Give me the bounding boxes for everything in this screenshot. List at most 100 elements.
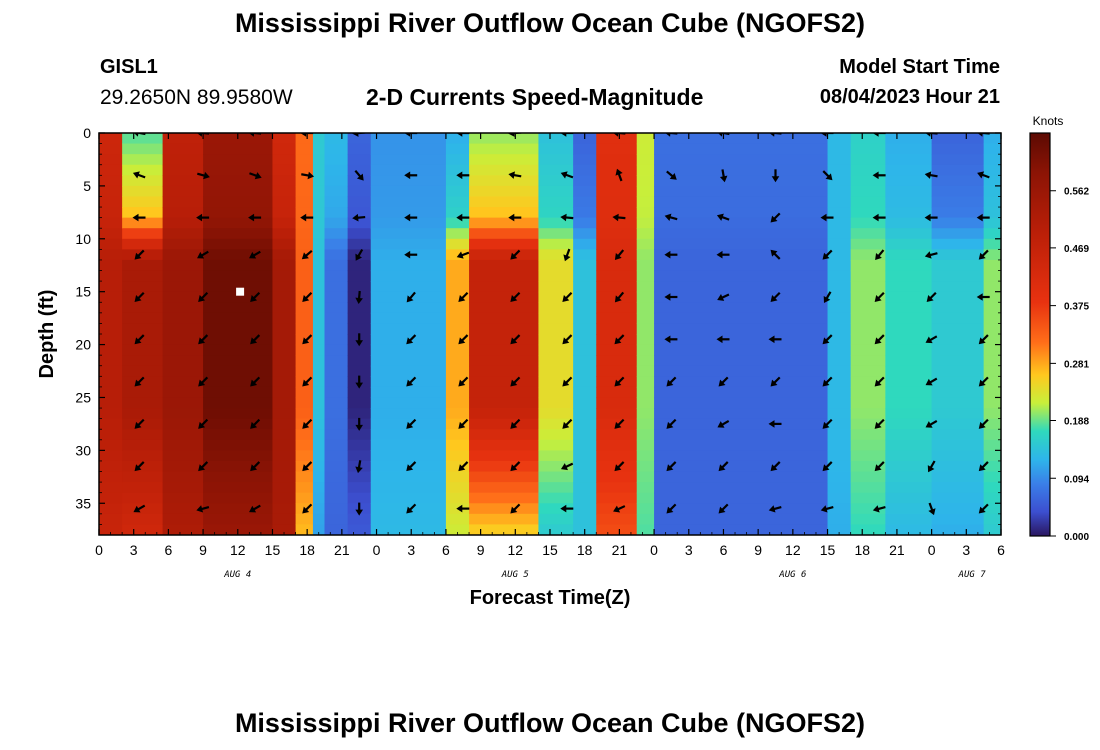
heatmap-cell	[827, 355, 852, 367]
heatmap-cell	[573, 143, 597, 155]
heatmap-cell	[324, 133, 349, 145]
heatmap-cell	[347, 429, 372, 441]
heatmap-cell	[538, 312, 574, 325]
current-vector-arrow	[352, 213, 366, 222]
heatmap-cell	[295, 450, 314, 462]
current-vector-arrow	[249, 172, 262, 180]
heatmap-cell	[370, 175, 447, 187]
heatmap-cell	[347, 386, 372, 399]
heatmap-cell	[850, 513, 886, 526]
heatmap-cell	[931, 418, 985, 430]
heatmap-cell	[827, 492, 852, 504]
heatmap-cell	[850, 259, 886, 272]
heatmap-cell	[596, 302, 638, 314]
heatmap-cell	[983, 281, 1001, 293]
heatmap-cell	[983, 386, 1001, 399]
heatmap-cell	[445, 429, 470, 441]
heatmap-cell	[370, 217, 447, 229]
heatmap-cell	[272, 207, 297, 219]
current-vector-arrow	[355, 375, 364, 389]
heatmap-cell	[122, 259, 164, 272]
heatmap-cell	[162, 270, 204, 282]
current-vector-arrow	[406, 376, 417, 387]
heatmap-cell	[538, 323, 574, 335]
current-vector-arrow	[926, 291, 937, 302]
heatmap-cell	[272, 185, 297, 198]
current-vector-arrow	[197, 250, 209, 259]
heatmap-cell	[654, 482, 829, 494]
heatmap-cell	[445, 492, 470, 504]
heatmap-cell	[538, 164, 574, 176]
heatmap-cell	[573, 482, 597, 494]
heatmap-cell	[573, 249, 597, 261]
current-vector-arrow	[924, 171, 938, 179]
heatmap-cell	[827, 397, 852, 409]
heatmap-cell	[469, 207, 540, 219]
heatmap-cell	[827, 376, 852, 388]
current-vector-arrow	[925, 419, 938, 428]
heatmap-cell	[538, 365, 574, 377]
heatmap-cell	[885, 429, 933, 441]
heatmap-cell	[654, 270, 829, 282]
heatmap-cell	[122, 334, 164, 346]
current-vector-arrow	[508, 171, 522, 179]
heatmap-cell	[538, 524, 574, 535]
current-vector-arrow	[664, 335, 678, 344]
heatmap-cell	[162, 386, 204, 399]
heatmap-cell	[272, 482, 297, 494]
heatmap-cell	[596, 154, 638, 166]
heatmap-cell	[99, 429, 123, 441]
heatmap-cell	[99, 482, 123, 494]
current-vector-arrow	[508, 213, 522, 222]
heatmap-cell	[370, 281, 447, 293]
current-vector-arrow	[612, 213, 626, 222]
heatmap-cell	[573, 270, 597, 282]
heatmap-cell	[347, 482, 372, 494]
heatmap-cell	[596, 355, 638, 367]
heatmap-cell	[538, 259, 574, 272]
heatmap-cell	[850, 397, 886, 409]
heatmap-cell	[538, 154, 574, 166]
heatmap-cell	[827, 482, 852, 494]
heatmap-cell	[596, 270, 638, 282]
heatmap-cell	[983, 397, 1001, 409]
heatmap-cell	[469, 175, 540, 187]
heatmap-cell	[99, 492, 123, 504]
current-vector-arrow	[510, 461, 521, 472]
current-vector-arrow	[510, 291, 521, 302]
heatmap-cell	[272, 143, 297, 155]
heatmap-cell	[636, 259, 655, 272]
heatmap-cell	[636, 207, 655, 219]
heatmap-cell	[312, 334, 326, 346]
heatmap-cell	[162, 408, 204, 420]
heatmap-cell	[983, 460, 1001, 473]
heatmap-cell	[850, 524, 886, 535]
heatmap-cell	[312, 217, 326, 229]
heatmap-cell	[827, 228, 852, 240]
heatmap-cell	[162, 503, 204, 515]
current-vector-arrow	[302, 376, 313, 387]
heatmap-cell	[931, 323, 985, 335]
heatmap-cell	[99, 439, 123, 451]
current-vector-arrow	[302, 291, 313, 302]
current-vector-arrow	[510, 376, 521, 387]
heatmap-cell	[295, 302, 314, 314]
heatmap-cell	[295, 143, 314, 155]
heatmap-cell	[122, 418, 164, 430]
heatmap-cell	[850, 408, 886, 420]
heatmap-cell	[324, 249, 349, 261]
heatmap-cell	[827, 513, 852, 526]
heatmap-cell	[370, 482, 447, 494]
heatmap-cell	[295, 323, 314, 335]
heatmap-cell	[931, 429, 985, 441]
current-vector-arrow	[249, 504, 261, 513]
heatmap-cell	[295, 207, 314, 219]
heatmap-cell	[445, 397, 470, 409]
heatmap-cell	[312, 408, 326, 420]
heatmap-cell	[162, 302, 204, 314]
heatmap-cell	[370, 312, 447, 325]
current-vector-arrow	[822, 334, 833, 345]
heatmap-cell	[295, 482, 314, 494]
heatmap-cell	[99, 133, 123, 145]
heatmap-cell	[850, 450, 886, 462]
